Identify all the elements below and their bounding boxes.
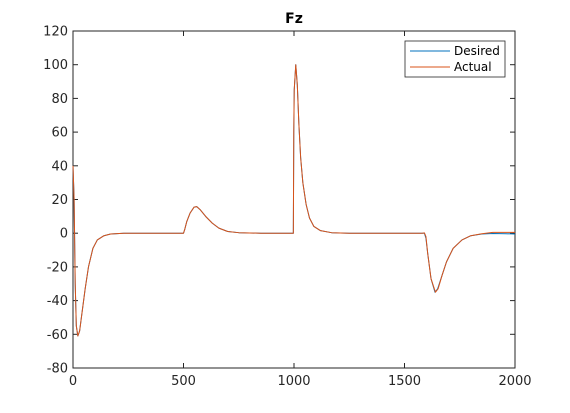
series-layer (72, 64, 516, 337)
legend-label-desired: Desired (454, 44, 500, 58)
legend-box (404, 40, 506, 78)
x-tick-label: 500 (171, 374, 196, 389)
legend: Desired Actual (404, 40, 506, 78)
y-tick-label: 60 (51, 126, 68, 141)
x-tick-label: 0 (69, 374, 77, 389)
y-tick-label: 120 (43, 25, 68, 40)
legend-label-actual: Actual (454, 60, 492, 74)
y-tick-label: -80 (47, 362, 68, 377)
x-axis: 0 500 1000 1500 2000 (69, 31, 532, 389)
y-axis: -80 -60 -40 -20 0 20 40 60 80 100 120 (43, 25, 515, 377)
y-tick-label: 40 (51, 159, 68, 174)
series-line-actual (72, 64, 515, 337)
chart-title: Fz (285, 11, 303, 27)
y-tick-label: -20 (47, 260, 68, 275)
y-tick-label: 0 (60, 227, 68, 242)
legend-entries: Desired Actual (410, 44, 500, 74)
y-tick-label: -60 (47, 328, 68, 343)
y-tick-label: -40 (47, 294, 68, 309)
x-tick-label: 1500 (388, 374, 421, 389)
x-tick-label: 1000 (277, 374, 310, 389)
y-tick-label: 20 (51, 193, 68, 208)
axes-box (72, 30, 516, 369)
x-tick-label: 2000 (498, 374, 531, 389)
y-tick-label: 80 (51, 92, 68, 107)
y-tick-label: 100 (43, 58, 68, 73)
